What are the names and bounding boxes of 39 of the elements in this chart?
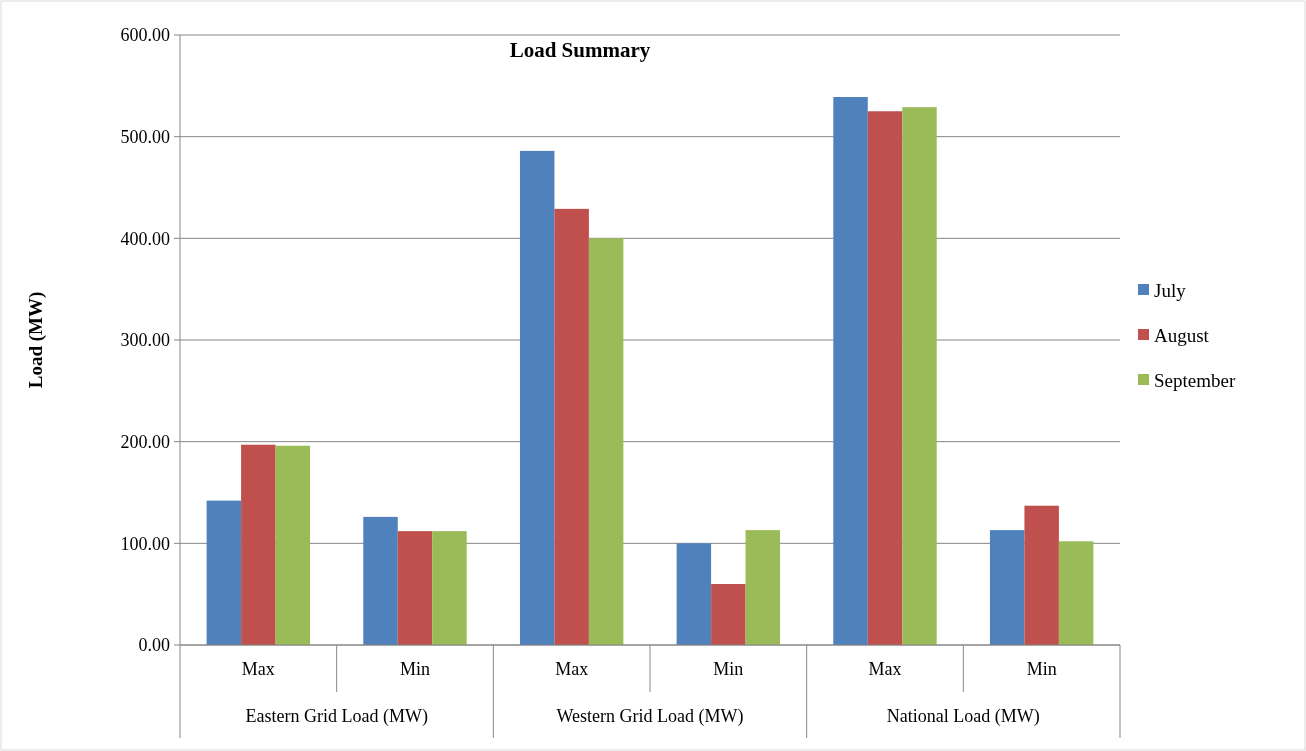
y-tick-label: 300.00 [120,330,170,351]
bar [519,150,555,645]
bar [241,444,276,645]
y-tick-label: 0.00 [138,635,170,656]
bar [432,531,467,645]
x-tick-label: Min [1026,659,1057,679]
bar [833,97,868,645]
bar [745,530,781,645]
bar [588,238,624,645]
y-tick-label: 200.00 [120,431,170,452]
x-tick-label: Min [713,659,744,679]
x-tick-label: Min [399,659,431,679]
bar [902,107,937,645]
text: National Load (MW) [886,706,1040,727]
legend-label: August [1154,324,1210,346]
bar [711,584,746,645]
y-tick-label: 600.00 [120,25,170,46]
text: Eastern Grid Load (MW) [245,706,428,727]
bar [1058,541,1094,645]
legend-label: September [1154,369,1236,391]
x-tick-label: Max [241,659,275,679]
bar [554,208,589,645]
bar [275,445,311,645]
bar [1024,505,1059,645]
x-tick-label: Max [868,659,902,679]
x-tick-label: Max [555,659,589,679]
chart-title: Load Summary [509,38,651,62]
bar [867,111,903,645]
y-tick-label: 400.00 [120,228,170,249]
bar [206,500,242,645]
y-tick-label: 100.00 [120,533,170,554]
bar [676,543,712,645]
bar [363,516,398,645]
y-tick-label: 500.00 [120,126,170,147]
text: Western Grid Load (MW) [556,706,744,727]
bar [989,530,1025,645]
y-axis-title: Load (MW) [25,291,47,389]
legend-label: July [1154,279,1187,301]
bar [397,531,433,645]
